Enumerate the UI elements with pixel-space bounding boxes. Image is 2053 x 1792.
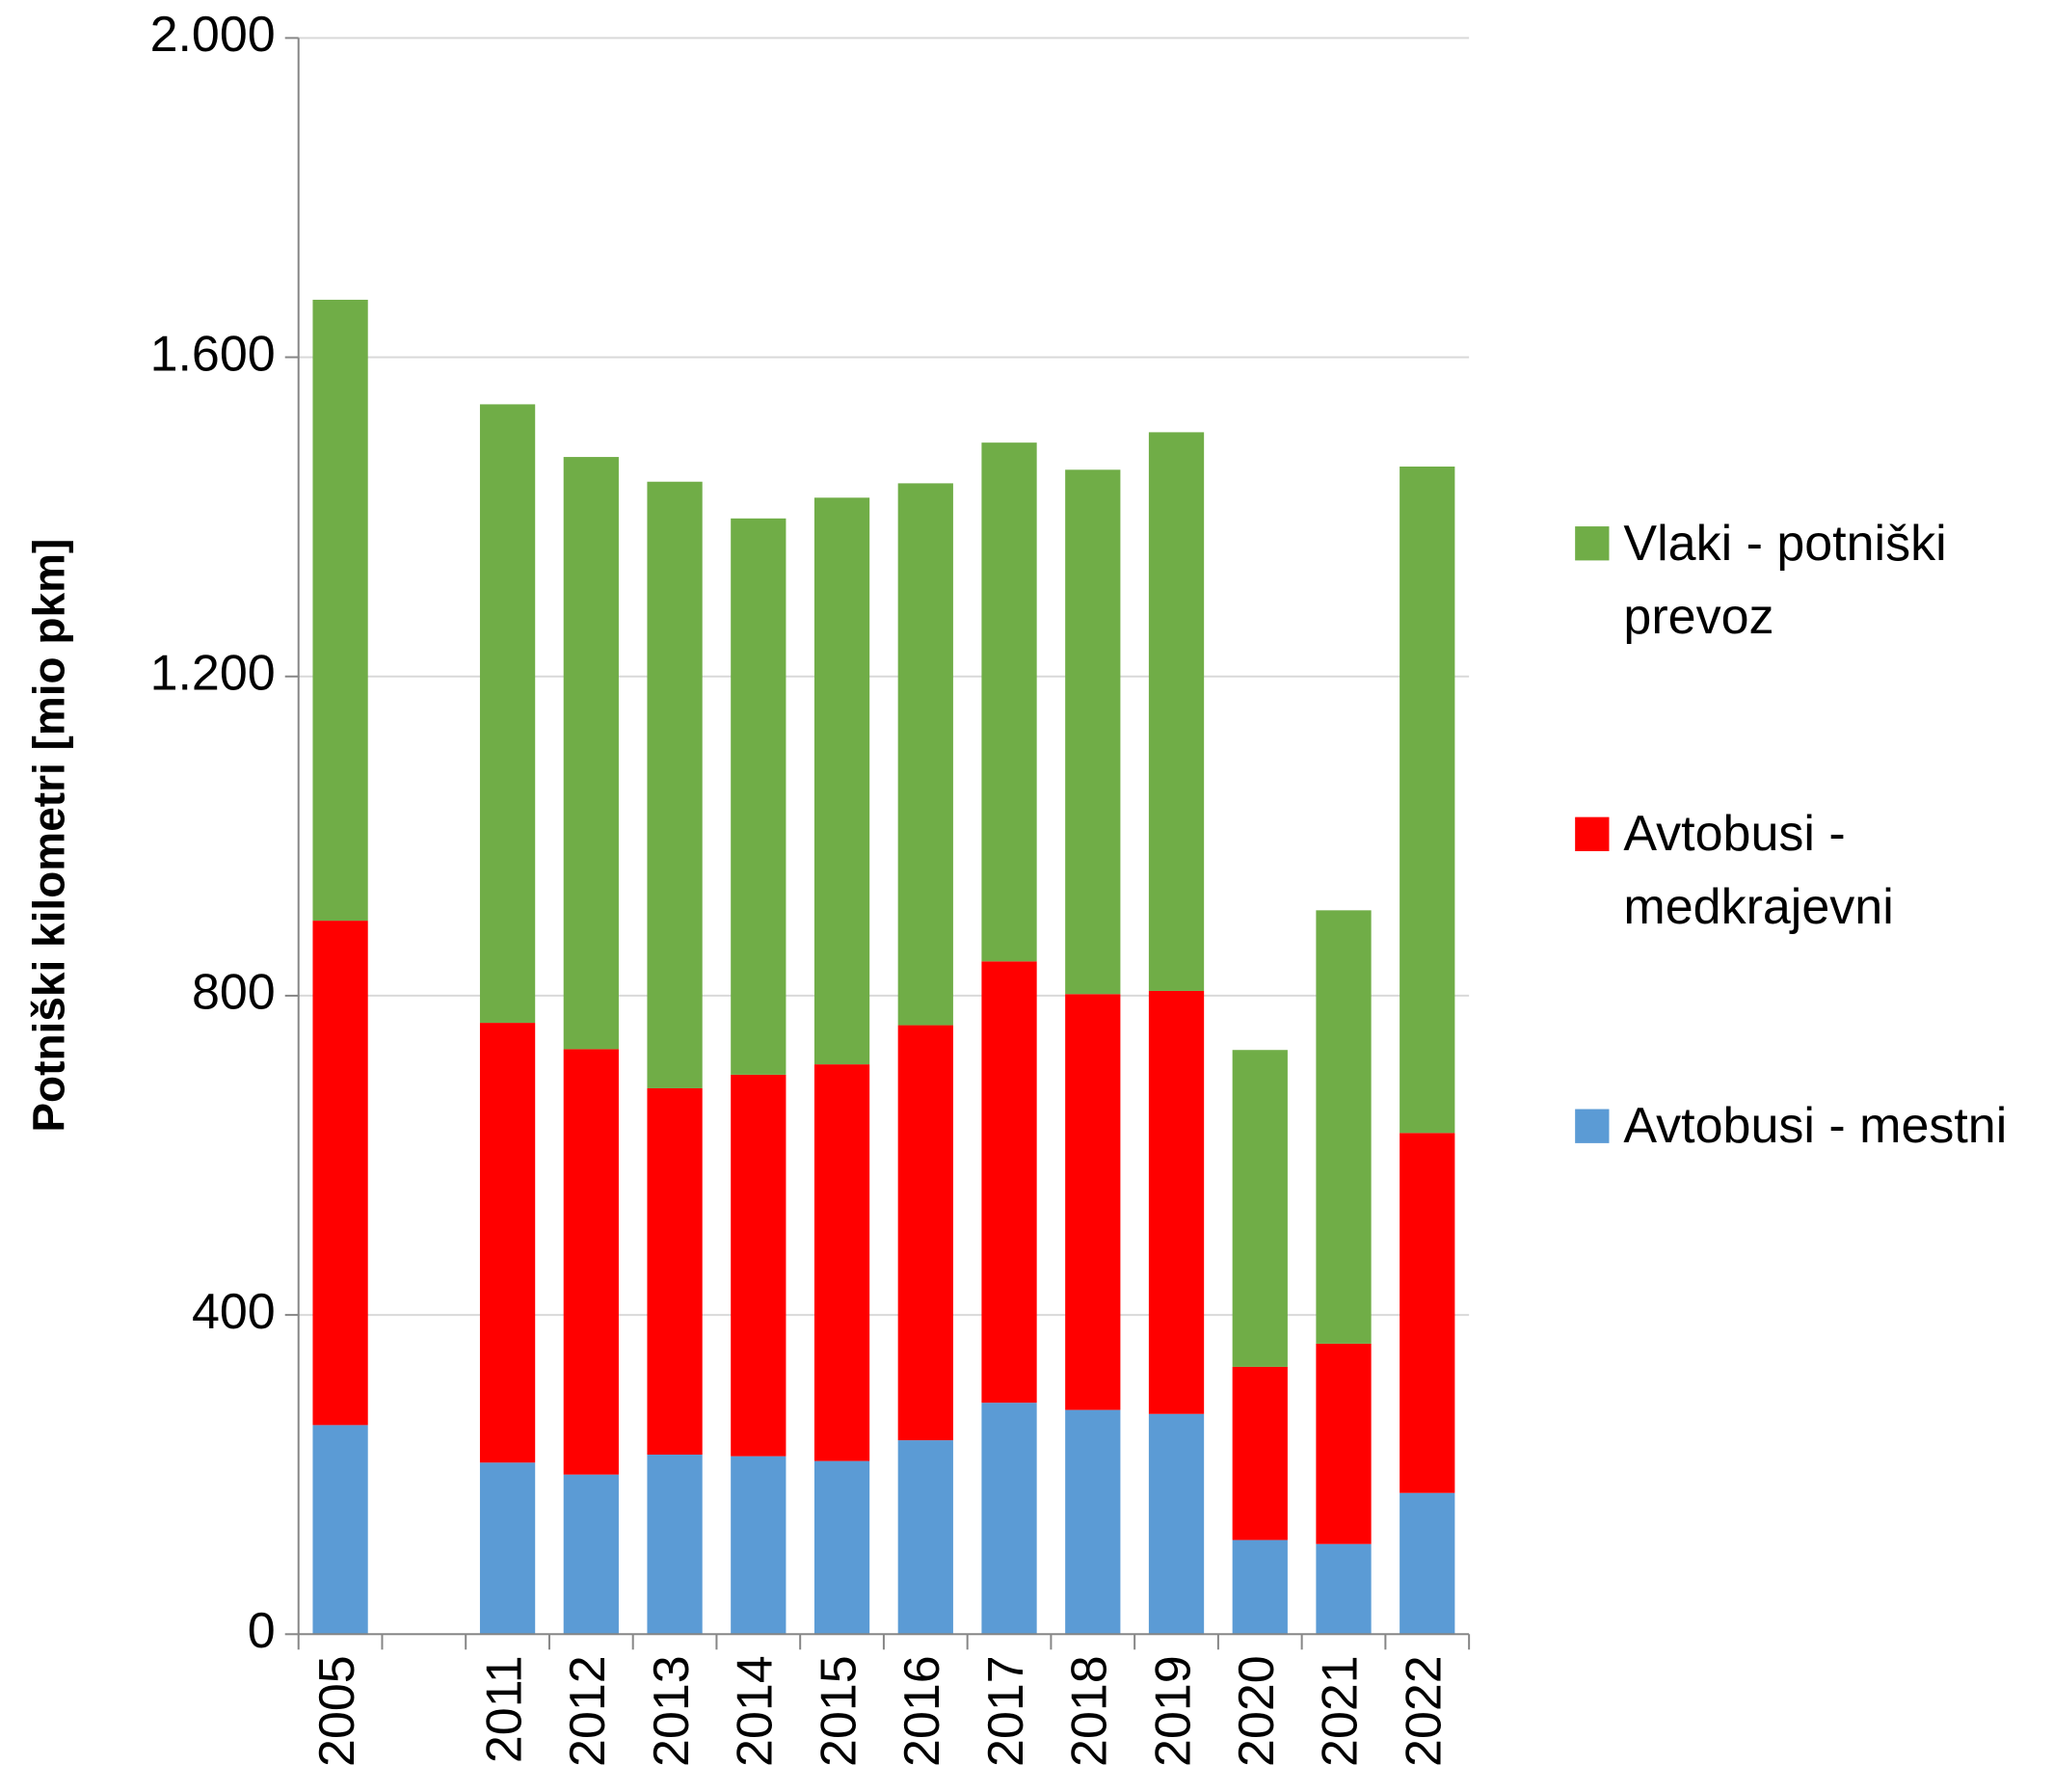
bar-segment bbox=[1400, 1492, 1455, 1635]
bar-segment bbox=[1148, 432, 1205, 991]
bar-segment bbox=[1148, 1413, 1205, 1635]
bar-segment bbox=[981, 1403, 1037, 1635]
bar-segment bbox=[563, 1474, 619, 1635]
bar-segment bbox=[563, 457, 619, 1050]
y-tick-label: 400 bbox=[192, 1284, 276, 1340]
bar-segment bbox=[813, 1460, 870, 1635]
legend-label: Avtobusi - mestni bbox=[1623, 1098, 2008, 1155]
bar-segment bbox=[981, 442, 1037, 962]
x-tick-label: 2018 bbox=[1062, 1655, 1118, 1767]
bar-segment bbox=[897, 1025, 953, 1441]
y-axis-label: Potniški kilometri [mio pkm] bbox=[23, 539, 73, 1133]
bar-segment bbox=[1065, 469, 1121, 995]
bar-segment bbox=[731, 1456, 787, 1635]
bar-segment bbox=[1316, 910, 1372, 1344]
bar-segment bbox=[731, 518, 787, 1075]
x-tick-label: 2011 bbox=[476, 1655, 532, 1763]
bar-segment bbox=[1400, 1133, 1455, 1493]
x-tick-label: 2020 bbox=[1229, 1655, 1285, 1767]
bar-segment bbox=[1232, 1366, 1288, 1540]
x-tick-label: 2016 bbox=[894, 1655, 950, 1767]
x-tick-label: 2012 bbox=[560, 1655, 616, 1767]
x-tick-label: 2021 bbox=[1313, 1655, 1369, 1767]
y-tick-label: 0 bbox=[248, 1603, 276, 1659]
x-tick-label: 2013 bbox=[644, 1655, 700, 1767]
bar-segment bbox=[1065, 994, 1121, 1410]
bar-segment bbox=[312, 921, 368, 1426]
x-tick-label: 2015 bbox=[811, 1655, 867, 1767]
legend-label: Avtobusi - medkrajevni bbox=[1623, 806, 1894, 936]
bar-segment bbox=[1316, 1343, 1372, 1544]
bar-segment bbox=[479, 404, 536, 1024]
bar-segment bbox=[647, 1454, 703, 1635]
y-tick-label: 1.200 bbox=[150, 645, 276, 701]
legend-swatch bbox=[1575, 1109, 1610, 1143]
x-tick-label: 2014 bbox=[728, 1655, 784, 1767]
bar-segment bbox=[981, 961, 1037, 1404]
bar-segment bbox=[1232, 1539, 1288, 1635]
bar-segment bbox=[813, 1064, 870, 1461]
bar-segment bbox=[1232, 1050, 1288, 1367]
bar-segment bbox=[647, 481, 703, 1088]
bar-segment bbox=[479, 1023, 536, 1463]
x-tick-label: 2017 bbox=[978, 1655, 1034, 1767]
bar-segment bbox=[312, 1425, 368, 1635]
bar-segment bbox=[897, 1440, 953, 1635]
bar-segment bbox=[563, 1049, 619, 1475]
bar-segment bbox=[479, 1462, 536, 1635]
x-tick-label: 2022 bbox=[1396, 1655, 1452, 1767]
bar-segment bbox=[813, 497, 870, 1065]
bar-segment bbox=[647, 1087, 703, 1455]
legend-swatch bbox=[1575, 526, 1610, 561]
legend-label: Vlaki - potniški prevoz bbox=[1623, 515, 1947, 645]
bar-segment bbox=[1148, 990, 1205, 1414]
bar-segment bbox=[1065, 1409, 1121, 1635]
legend-swatch bbox=[1575, 816, 1610, 851]
y-tick-label: 800 bbox=[192, 965, 276, 1021]
y-tick-label: 2.000 bbox=[150, 7, 276, 63]
bar-segment bbox=[897, 483, 953, 1026]
bar-segment bbox=[312, 299, 368, 922]
bar-segment bbox=[1316, 1543, 1372, 1635]
bar-segment bbox=[731, 1074, 787, 1457]
bar-segment bbox=[1400, 466, 1455, 1134]
x-tick-label: 2019 bbox=[1145, 1655, 1201, 1767]
x-tick-label: 2005 bbox=[309, 1655, 365, 1767]
y-tick-label: 1.600 bbox=[150, 326, 276, 382]
